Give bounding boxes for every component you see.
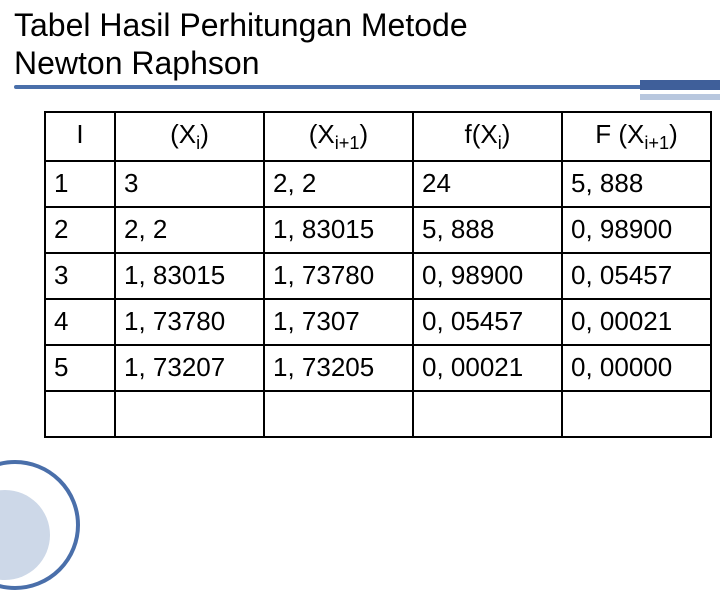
slide-title-line1: Tabel Hasil Perhitungan Metode <box>14 6 706 44</box>
table-cell: 0, 00000 <box>562 345 711 391</box>
table-cell: 5 <box>45 345 115 391</box>
table-cell: 1, 73780 <box>264 253 413 299</box>
table-cell: 2 <box>45 207 115 253</box>
table-cell <box>115 391 264 437</box>
table-cell: 4 <box>45 299 115 345</box>
table-cell: 0, 00021 <box>413 345 562 391</box>
corner-decoration <box>640 80 720 100</box>
table-cell <box>45 391 115 437</box>
table-cell: 5, 888 <box>562 161 711 207</box>
table-body: 132, 2245, 88822, 21, 830155, 8880, 9890… <box>45 161 711 437</box>
table-row: 41, 737801, 73070, 054570, 00021 <box>45 299 711 345</box>
table-row: 51, 732071, 732050, 000210, 00000 <box>45 345 711 391</box>
table-cell: 1, 73780 <box>115 299 264 345</box>
table-cell: 0, 05457 <box>413 299 562 345</box>
table-container: I (Xi) (Xi+1) f(Xi) F (Xi+1) 132, 2245, … <box>0 89 720 438</box>
table-cell <box>562 391 711 437</box>
table-cell: 0, 98900 <box>562 207 711 253</box>
table-cell: 1, 83015 <box>115 253 264 299</box>
col-header-xi: (Xi) <box>115 112 264 161</box>
table-row: 132, 2245, 888 <box>45 161 711 207</box>
table-cell: 3 <box>115 161 264 207</box>
table-cell <box>413 391 562 437</box>
table-cell: 1, 7307 <box>264 299 413 345</box>
col-header-i: I <box>45 112 115 161</box>
table-cell: 24 <box>413 161 562 207</box>
slide-title-block: Tabel Hasil Perhitungan Metode Newton Ra… <box>0 0 720 83</box>
table-row: 31, 830151, 737800, 989000, 05457 <box>45 253 711 299</box>
table-cell <box>264 391 413 437</box>
table-cell: 1 <box>45 161 115 207</box>
slide-title-line2: Newton Raphson <box>14 44 706 82</box>
col-header-xi1: (Xi+1) <box>264 112 413 161</box>
table-cell: 1, 83015 <box>264 207 413 253</box>
table-cell: 1, 73205 <box>264 345 413 391</box>
table-cell: 0, 05457 <box>562 253 711 299</box>
table-header-row: I (Xi) (Xi+1) f(Xi) F (Xi+1) <box>45 112 711 161</box>
table-cell: 1, 73207 <box>115 345 264 391</box>
newton-raphson-table: I (Xi) (Xi+1) f(Xi) F (Xi+1) 132, 2245, … <box>44 111 712 438</box>
bottom-left-decoration <box>0 476 64 540</box>
col-header-fxi: f(Xi) <box>413 112 562 161</box>
col-header-fxi1: F (Xi+1) <box>562 112 711 161</box>
table-row <box>45 391 711 437</box>
table-cell: 2, 2 <box>264 161 413 207</box>
table-cell: 0, 00021 <box>562 299 711 345</box>
table-cell: 2, 2 <box>115 207 264 253</box>
table-cell: 5, 888 <box>413 207 562 253</box>
table-row: 22, 21, 830155, 8880, 98900 <box>45 207 711 253</box>
table-cell: 3 <box>45 253 115 299</box>
table-cell: 0, 98900 <box>413 253 562 299</box>
